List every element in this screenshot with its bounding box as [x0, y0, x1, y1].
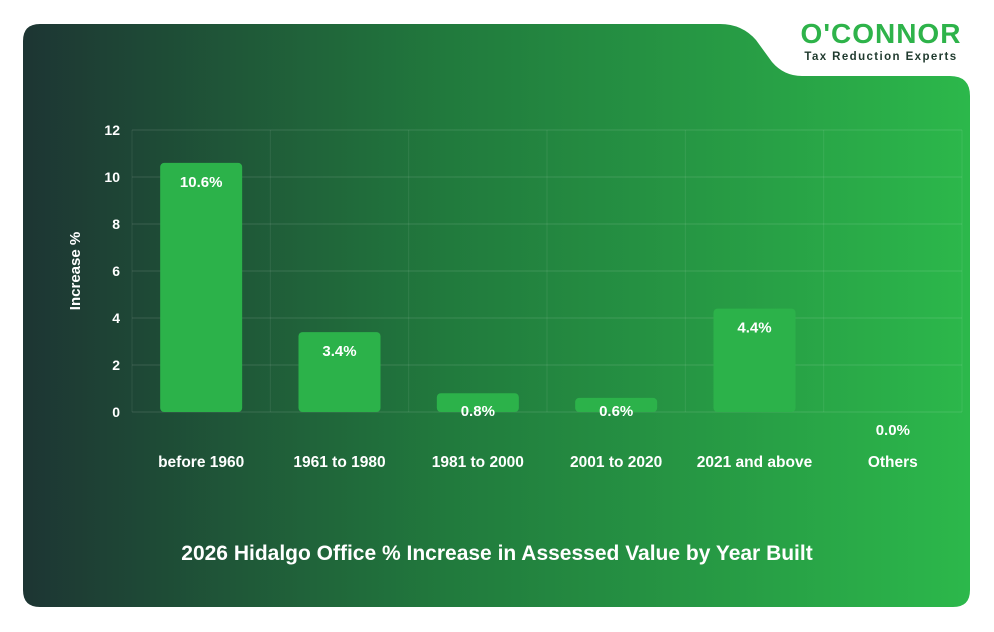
data-label: 4.4% [737, 320, 771, 337]
bar [575, 397, 658, 412]
y-tick-label: 12 [104, 122, 120, 138]
x-tick-label: 2021 and above [697, 454, 813, 471]
y-tick-label: 0 [112, 404, 120, 420]
bar [713, 308, 796, 412]
data-label: 10.6% [180, 174, 223, 191]
brand-tagline: Tax Reduction Experts [804, 51, 958, 63]
x-tick-label: Others [868, 454, 918, 471]
y-tick-label: 6 [112, 263, 120, 279]
bar [436, 393, 519, 412]
chart-title: 2026 Hidalgo Office % Increase in Assess… [181, 542, 813, 565]
y-tick-label: 8 [112, 216, 120, 232]
x-tick-label: 1981 to 2000 [432, 454, 524, 471]
data-label: 0.0% [876, 422, 910, 439]
data-label: 0.8% [461, 403, 495, 420]
bar [160, 162, 243, 412]
x-tick-label: before 1960 [158, 454, 244, 471]
y-axis-label: Increase % [67, 232, 84, 310]
plot-area: 0 2 4 6 8 10 12 Increase % 10.6% before 1960 3.4% 1… [67, 122, 963, 471]
card-background [23, 24, 970, 607]
x-tick-label: 1961 to 1980 [293, 454, 385, 471]
data-label: 3.4% [322, 343, 356, 360]
y-tick-label: 2 [112, 357, 120, 373]
data-label: 0.6% [599, 403, 633, 420]
y-tick-label: 10 [104, 169, 120, 185]
brand-logo: O'CONNOR Tax Reduction Experts [788, 18, 974, 64]
y-tick-label: 4 [112, 310, 120, 326]
bar [298, 332, 381, 412]
x-tick-label: 2001 to 2020 [570, 454, 662, 471]
brand-name: O'CONNOR [800, 18, 962, 49]
